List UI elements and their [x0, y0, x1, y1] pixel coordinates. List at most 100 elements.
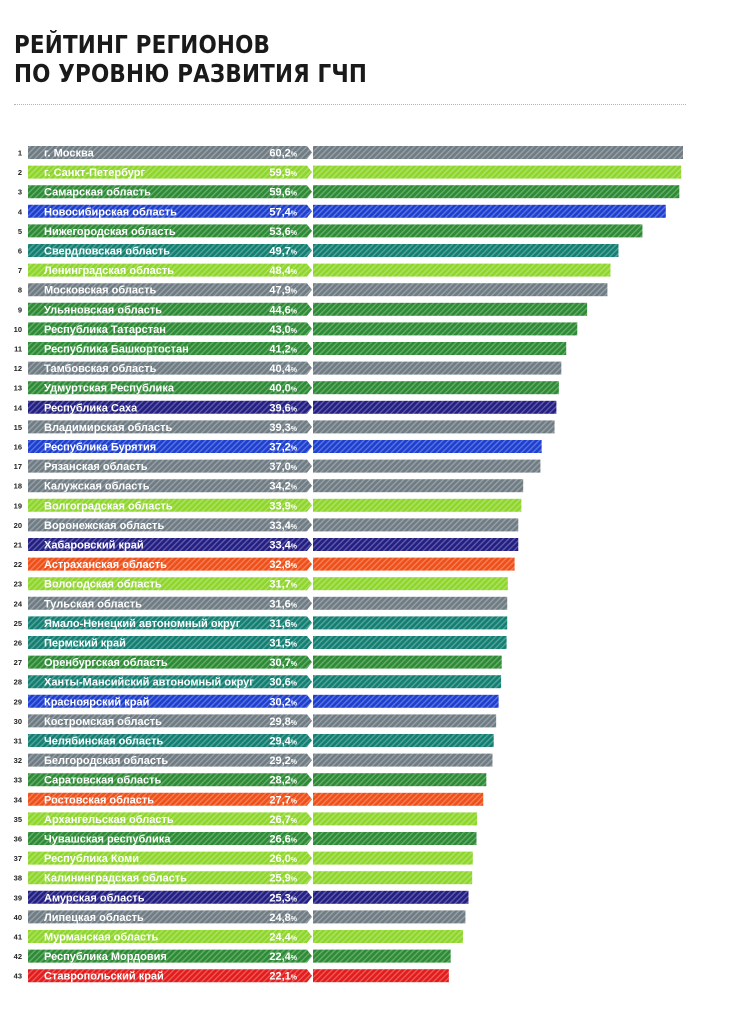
bar-row: 40 Липецкая область 24,8% — [14, 910, 466, 924]
value-bar — [313, 636, 507, 649]
region-label-pill — [28, 322, 312, 336]
region-label-pill — [28, 381, 312, 395]
bar-row: 4 Новосибирская область 57,4% — [18, 204, 666, 218]
region-label-pill — [28, 204, 312, 218]
rank-number: 19 — [14, 501, 22, 510]
value-label: 30,7% — [269, 657, 297, 669]
region-label-pill — [28, 832, 312, 845]
value-bar — [313, 244, 619, 257]
bar-row: 43 Ставропольский край 22,1% — [14, 969, 449, 983]
rank-number: 33 — [14, 776, 22, 785]
bar-row: 27 Оренбургская область 30,7% — [14, 655, 502, 669]
value-bar — [313, 714, 497, 728]
bar-row: 13 Удмуртская Республика 40,0% — [14, 381, 559, 395]
rank-number: 30 — [14, 717, 22, 726]
rank-number: 25 — [14, 619, 22, 628]
bar-row: 29 Красноярский край 30,2% — [14, 694, 499, 708]
bar-row: 28 Ханты-Мансийский автономный округ 30,6% — [14, 675, 502, 689]
bar-row: 23 Вологодская область 31,7% — [14, 577, 508, 591]
region-name: Вологодская область — [44, 579, 162, 591]
region-label-pill — [28, 400, 312, 414]
value-bar — [313, 400, 557, 414]
region-label-pill — [28, 851, 312, 865]
region-name: Ульяновская область — [44, 304, 162, 316]
bar-row: 35 Архангельская область 26,7% — [14, 812, 478, 826]
value-bar — [313, 283, 608, 297]
region-label-pill — [28, 440, 312, 453]
value-label: 28,2% — [269, 775, 297, 787]
value-bar — [313, 832, 477, 845]
region-name: Красноярский край — [44, 696, 149, 708]
value-label: 39,6% — [269, 402, 297, 414]
region-name: Тульская область — [44, 598, 142, 610]
rank-number: 36 — [14, 835, 22, 844]
value-label: 25,3% — [269, 892, 297, 904]
value-bar — [313, 773, 487, 787]
region-name: г. Санкт-Петербург — [44, 167, 145, 179]
value-label: 33,4% — [269, 540, 297, 552]
region-name: Пермский край — [44, 638, 126, 650]
rank-number: 5 — [18, 227, 22, 236]
region-name: Калининградская область — [44, 873, 187, 885]
region-name: Республика Татарстан — [44, 324, 166, 336]
rank-number: 22 — [14, 560, 22, 569]
rank-number: 2 — [18, 168, 22, 177]
value-label: 37,0% — [269, 461, 297, 473]
region-name: Республика Башкортостан — [44, 344, 189, 356]
bar-row: 31 Челябинская область 29,4% — [14, 734, 494, 748]
value-bar — [313, 165, 682, 179]
region-label-pill — [28, 773, 312, 787]
value-bar — [313, 204, 666, 218]
region-label-pill — [28, 224, 312, 238]
region-name: Республика Саха — [44, 402, 138, 414]
region-name: Хабаровский край — [44, 540, 144, 552]
value-label: 53,6% — [269, 226, 297, 238]
region-label-pill — [28, 459, 312, 473]
region-label-pill — [28, 283, 312, 297]
value-bar — [313, 577, 508, 591]
rank-number: 17 — [14, 462, 22, 471]
bar-row: 22 Астраханская область 32,8% — [14, 557, 515, 571]
bar-row: 5 Нижегородская область 53,6% — [18, 224, 643, 238]
region-label-pill — [28, 655, 312, 669]
region-name: Астраханская область — [44, 559, 167, 571]
rank-number: 21 — [14, 541, 22, 550]
value-label: 59,9% — [269, 167, 297, 179]
value-bar — [313, 871, 473, 885]
region-label-pill — [28, 636, 312, 649]
bar-row: 32 Белгородская область 29,2% — [14, 753, 493, 767]
region-name: Удмуртская Республика — [44, 383, 175, 395]
value-bar — [313, 498, 522, 512]
bar-row: 1 г. Москва 60,2% — [18, 146, 683, 160]
value-label: 25,9% — [269, 873, 297, 885]
region-name: Оренбургская область — [44, 657, 168, 669]
value-label: 30,6% — [269, 677, 297, 689]
region-name: Архангельская область — [44, 814, 174, 826]
chart-title: РЕЙТИНГ РЕГИОНОВ ПО УРОВНЮ РАЗВИТИЯ ГЧП — [14, 30, 367, 88]
region-label-pill — [28, 244, 312, 257]
rank-number: 14 — [14, 403, 23, 412]
value-bar — [313, 479, 524, 493]
value-bar — [313, 851, 473, 865]
region-name: Республика Бурятия — [44, 442, 156, 454]
value-label: 44,6% — [269, 304, 297, 316]
value-bar — [313, 322, 578, 336]
bar-row: 9 Ульяновская область 44,6% — [18, 302, 588, 316]
value-bar — [313, 969, 449, 983]
rank-number: 35 — [14, 815, 22, 824]
region-name: Свердловская область — [44, 246, 170, 258]
bar-row: 24 Тульская область 31,6% — [14, 596, 508, 610]
bar-row: 33 Саратовская область 28,2% — [14, 773, 487, 787]
region-name: Самарская область — [44, 187, 151, 199]
rank-number: 34 — [14, 795, 23, 804]
value-label: 22,4% — [269, 951, 297, 963]
bar-row: 34 Ростовская область 27,7% — [14, 792, 484, 806]
region-name: Ленинградская область — [44, 265, 174, 277]
region-label-pill — [28, 792, 312, 806]
value-bar — [313, 596, 508, 610]
region-name: Липецкая область — [44, 912, 144, 924]
value-bar — [313, 518, 519, 532]
region-name: Нижегородская область — [44, 226, 176, 238]
region-name: Чувашская республика — [44, 834, 171, 846]
value-bar — [313, 381, 559, 395]
